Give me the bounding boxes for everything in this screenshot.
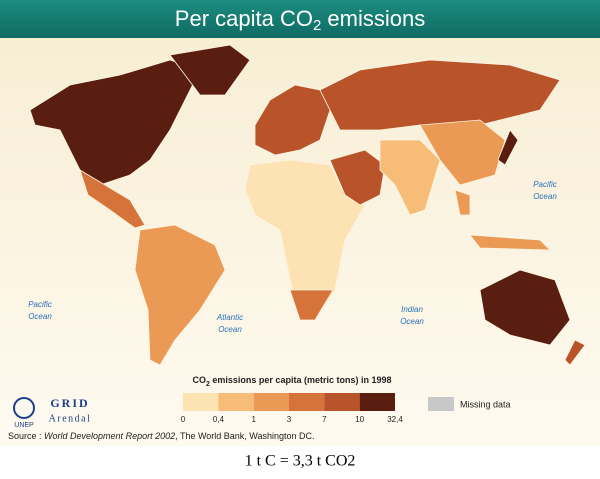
legend-tick-label: 32,4 <box>387 415 403 424</box>
title-main: Per capita CO <box>175 6 313 31</box>
title: Per capita CO2 emissions <box>175 6 425 34</box>
legend-swatch <box>183 393 219 411</box>
ocean-name: Pacific <box>533 180 557 189</box>
unep-label: UNEP <box>14 422 34 429</box>
east-asia <box>419 119 506 186</box>
middle-east <box>329 149 386 206</box>
southeast-asia <box>454 189 471 216</box>
legend-swatch <box>289 393 325 411</box>
grid-label: GRID <box>50 396 89 410</box>
greenland <box>169 44 251 96</box>
europe <box>254 84 331 156</box>
legend-title-sub: 2 <box>206 381 210 388</box>
legend-tick-label: 0 <box>181 415 186 424</box>
south-asia <box>379 139 441 216</box>
legend-swatch <box>218 393 254 411</box>
title-bar <box>0 0 600 38</box>
legend-swatch <box>359 393 395 411</box>
unep-emblem <box>13 397 35 419</box>
legend-title: CO2 emissions per capita (metric tons) i… <box>193 375 392 387</box>
north-asia <box>319 59 561 131</box>
footer: 1 t C = 3,3 t CO2 <box>245 453 356 470</box>
legend-title-rest: emissions per capita (metric tons) in 19… <box>210 375 392 385</box>
ocean-labels: Pacific Ocean Atlantic Ocean Indian Ocea… <box>28 180 557 334</box>
australia <box>479 269 571 346</box>
south-america <box>134 224 226 366</box>
missing-swatch <box>428 397 454 411</box>
source-prefix: Source : <box>8 431 44 441</box>
arendal-label: Arendal <box>49 413 92 424</box>
ocean-name: Indian <box>401 305 423 314</box>
southern-africa <box>289 289 334 321</box>
japan <box>497 129 519 166</box>
legend-tick-label: 0,4 <box>213 415 225 424</box>
legend-tick-label: 3 <box>287 415 292 424</box>
source-title: World Development Report 2002 <box>44 431 175 441</box>
ocean-word: Ocean <box>28 312 52 321</box>
legend-tick-label: 7 <box>322 415 327 424</box>
ocean-name: Pacific <box>28 300 52 309</box>
legend-tick-label: 10 <box>355 415 364 424</box>
legend-title-main: CO <box>193 375 207 385</box>
title-sub: 2 <box>313 17 321 34</box>
ocean-name: Atlantic <box>216 313 243 322</box>
central-america <box>79 169 146 229</box>
ocean-word: Ocean <box>400 317 424 326</box>
source: Source : World Development Report 2002, … <box>8 431 315 441</box>
missing-label: Missing data <box>460 399 511 409</box>
ocean-word: Ocean <box>533 192 557 201</box>
title-rest: emissions <box>321 6 425 31</box>
north-america <box>29 59 201 186</box>
source-rest: , The World Bank, Washington DC. <box>175 431 314 441</box>
ocean-word: Ocean <box>218 325 242 334</box>
new-zealand <box>564 339 586 366</box>
africa <box>244 159 366 321</box>
indonesia <box>469 234 551 251</box>
world-map <box>29 44 586 366</box>
logos: UNEP GRID Arendal <box>13 396 92 429</box>
legend: CO2 emissions per capita (metric tons) i… <box>181 375 511 424</box>
legend-swatch <box>253 393 289 411</box>
footer-band <box>0 446 600 474</box>
legend-tick-label: 1 <box>251 415 256 424</box>
legend-swatch <box>324 393 360 411</box>
